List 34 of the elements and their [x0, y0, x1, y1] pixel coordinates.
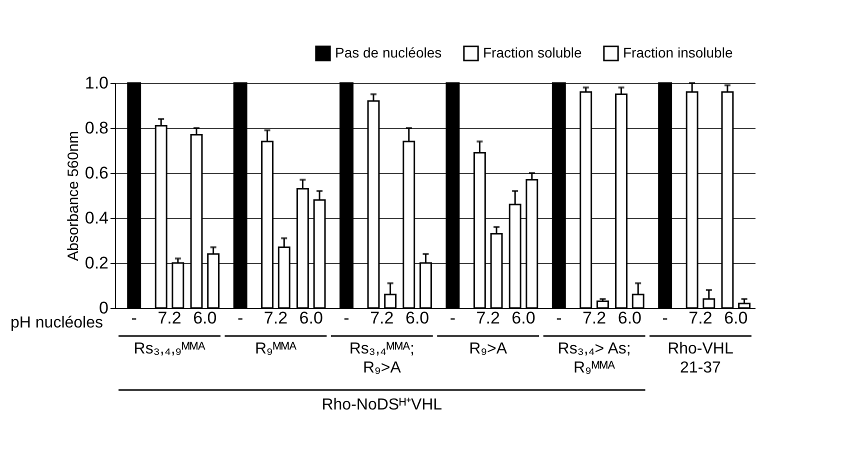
y-tick-label: 0.2: [84, 254, 108, 272]
x-tick-label: 7.2: [264, 308, 288, 328]
y-tick-label: 1.0: [84, 74, 108, 92]
x-tick-label: 7.2: [582, 308, 606, 328]
text: Rs₃,₄ᴹᴹᴬ; R₉>A: [349, 340, 414, 377]
y-tick-label: 0.8: [84, 118, 108, 138]
legend-label: Fraction insoluble: [623, 44, 733, 60]
x-tick-label: 6.0: [299, 308, 323, 328]
x-tick-label: 7.2: [476, 308, 500, 328]
x-tick-label: 6.0: [512, 308, 536, 328]
x-tick-label: -: [662, 308, 668, 328]
y-axis-title: Absorbance 560nm: [64, 130, 82, 262]
text: R₉>A: [469, 340, 508, 358]
text: Rho-VHL 21-37: [668, 340, 734, 377]
text: Rs₃,₄,₉ᴹᴹᴬ: [134, 340, 206, 358]
y-tick-label: 0.4: [84, 208, 108, 228]
x-tick-label: -: [131, 308, 137, 328]
x-tick-label: 7.2: [370, 308, 394, 328]
x-tick-label: 6.0: [724, 308, 748, 328]
text: Rho-NoDSᴴ⁺VHL: [322, 396, 442, 414]
x-tick-label: 6.0: [193, 308, 217, 328]
x-tick-label: 7.2: [158, 308, 182, 328]
x-tick-label: 6.0: [618, 308, 642, 328]
x-tick-label: -: [450, 308, 456, 328]
x-tick-label: -: [344, 308, 350, 328]
x-tick-label: 7.2: [688, 308, 712, 328]
x-tick-label: -: [556, 308, 562, 328]
text: R₉ᴹᴹᴬ: [254, 340, 298, 358]
x-tick-label: -: [237, 308, 244, 328]
text: Rs₃,₄> As; R₉ᴹᴹᴬ: [558, 340, 631, 377]
y-tick-label: 0.6: [84, 164, 108, 182]
legend-label: Fraction soluble: [483, 44, 582, 60]
legend-label: Pas de nucléoles: [335, 44, 442, 60]
x-tick-label: 6.0: [405, 308, 430, 328]
